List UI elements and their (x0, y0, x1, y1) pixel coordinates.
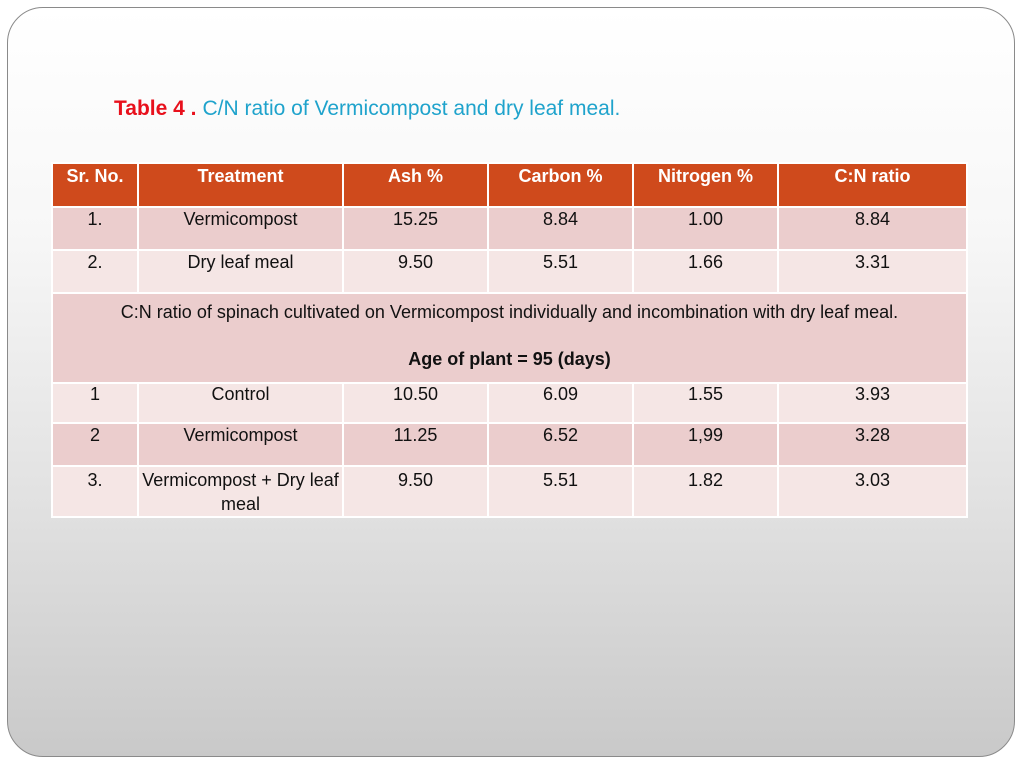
cell-carbon: 5.51 (487, 465, 634, 518)
table-row: 3. Vermicompost + Dry leaf meal 9.50 5.5… (51, 465, 968, 518)
cell-nitrogen: 1.66 (632, 249, 779, 294)
cell-carbon: 6.52 (487, 422, 634, 467)
table-title-caption: C/N ratio of Vermicompost and dry leaf m… (202, 97, 621, 120)
cell-treatment: Control (137, 382, 344, 424)
cell-sr-no: 3. (51, 465, 139, 518)
cell-ash: 10.50 (342, 382, 489, 424)
cell-treatment: Vermicompost (137, 206, 344, 251)
cell-nitrogen: 1.82 (632, 465, 779, 518)
cell-cn-ratio: 8.84 (777, 206, 968, 251)
cell-sr-no: 1 (51, 382, 139, 424)
cell-ash: 9.50 (342, 249, 489, 294)
cell-treatment: Dry leaf meal (137, 249, 344, 294)
cell-nitrogen: 1.55 (632, 382, 779, 424)
data-table: Sr. No. Treatment Ash % Carbon % Nitroge… (51, 162, 968, 518)
cell-ash: 9.50 (342, 465, 489, 518)
table-header-row: Sr. No. Treatment Ash % Carbon % Nitroge… (51, 162, 968, 208)
table-row: 1 Control 10.50 6.09 1.55 3.93 (51, 382, 968, 424)
header-nitrogen: Nitrogen % (632, 162, 779, 208)
cell-ash: 11.25 (342, 422, 489, 467)
cell-sr-no: 2 (51, 422, 139, 467)
cell-cn-ratio: 3.03 (777, 465, 968, 518)
cell-carbon: 6.09 (487, 382, 634, 424)
header-cn-ratio: C:N ratio (777, 162, 968, 208)
cell-carbon: 8.84 (487, 206, 634, 251)
table-row: 2. Dry leaf meal 9.50 5.51 1.66 3.31 (51, 249, 968, 294)
table-title: Table 4 . C/N ratio of Vermicompost and d… (114, 97, 620, 121)
cell-ash: 15.25 (342, 206, 489, 251)
cell-treatment: Vermicompost + Dry leaf meal (137, 465, 344, 518)
cell-nitrogen: 1.00 (632, 206, 779, 251)
table-row: 2 Vermicompost 11.25 6.52 1,99 3.28 (51, 422, 968, 467)
slide: Table 4 . C/N ratio of Vermicompost and d… (7, 7, 1015, 757)
merged-note-text: C:N ratio of spinach cultivated on Vermi… (120, 302, 899, 322)
cell-carbon: 5.51 (487, 249, 634, 294)
cell-cn-ratio: 3.28 (777, 422, 968, 467)
cell-nitrogen: 1,99 (632, 422, 779, 467)
cell-cn-ratio: 3.31 (777, 249, 968, 294)
cell-sr-no: 1. (51, 206, 139, 251)
cell-treatment: Vermicompost (137, 422, 344, 467)
header-ash: Ash % (342, 162, 489, 208)
table-title-prefix: Table 4 . (114, 97, 197, 120)
table-row: 1. Vermicompost 15.25 8.84 1.00 8.84 (51, 206, 968, 251)
cell-cn-ratio: 3.93 (777, 382, 968, 424)
cell-sr-no: 2. (51, 249, 139, 294)
plant-age-label: Age of plant = 95 (days) (408, 349, 611, 369)
merged-note-cell: C:N ratio of spinach cultivated on Vermi… (51, 292, 968, 384)
header-carbon: Carbon % (487, 162, 634, 208)
header-treatment: Treatment (137, 162, 344, 208)
merged-note-row: C:N ratio of spinach cultivated on Vermi… (51, 292, 968, 384)
header-sr-no: Sr. No. (51, 162, 139, 208)
